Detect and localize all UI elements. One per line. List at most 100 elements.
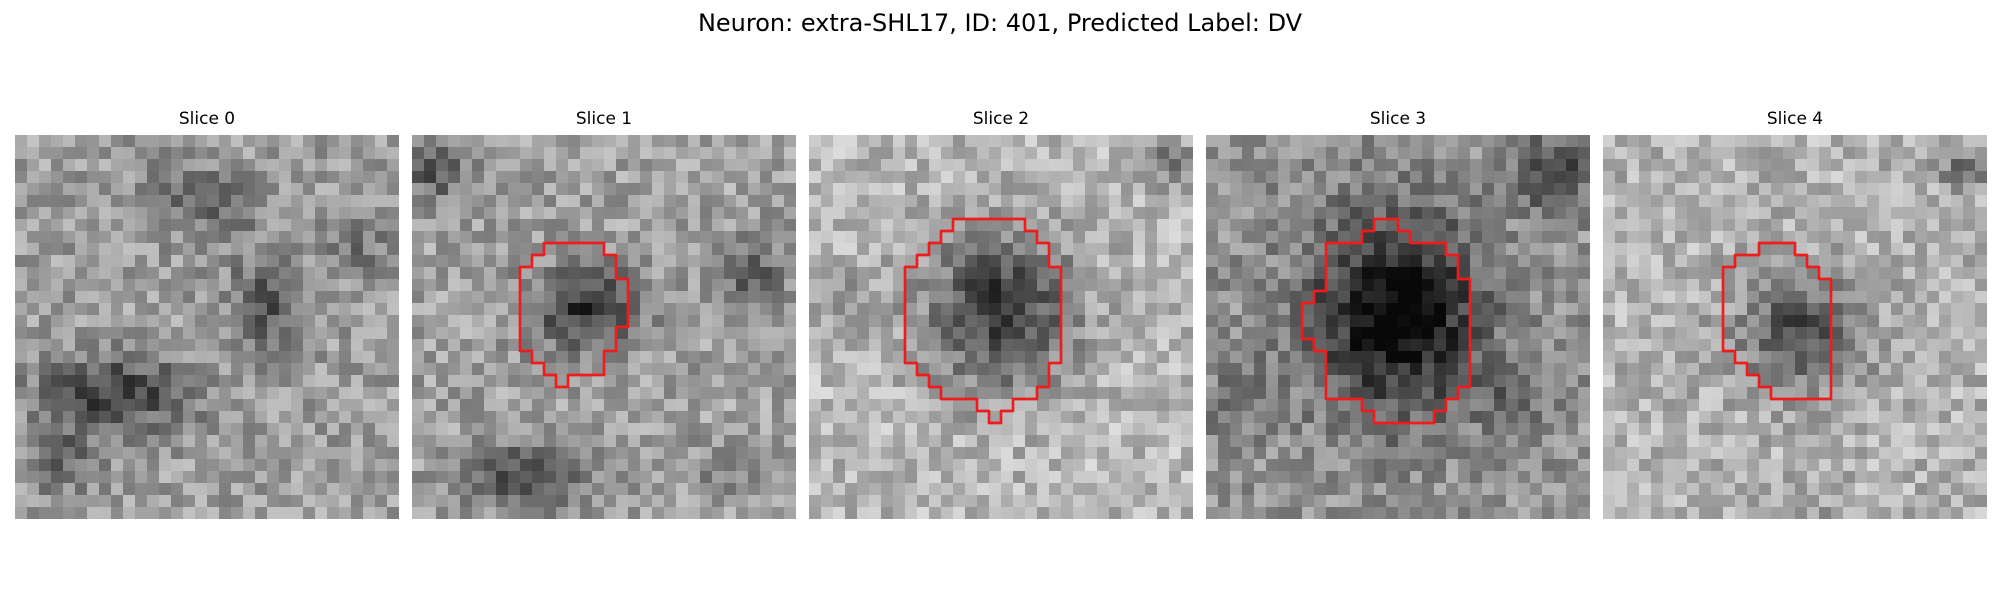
pixel [857,267,870,280]
pixel [1398,387,1411,400]
pixel [1302,255,1315,268]
pixel [869,147,882,160]
pixel [51,183,64,196]
pixel [1783,243,1796,256]
pixel [1578,507,1590,519]
pixel [736,159,749,172]
pixel [1109,375,1122,388]
pixel [1290,495,1303,508]
pixel [1037,231,1050,244]
pixel [1747,183,1760,196]
pixel [580,411,593,424]
pixel [460,291,473,304]
pixel [1350,507,1363,519]
pixel [1206,231,1219,244]
pixel [1013,495,1026,508]
pixel [1398,315,1411,328]
pixel [1037,399,1050,412]
pixel [1254,411,1267,424]
pixel [1687,447,1700,460]
pixel [1446,231,1459,244]
pixel [1867,267,1880,280]
pixel [255,375,268,388]
pixel [676,435,689,448]
pixel [953,207,966,220]
pixel [87,159,100,172]
pixel [436,279,449,292]
pixel [664,219,677,232]
pixel [1903,351,1916,364]
pixel [267,315,280,328]
pixel [472,339,485,352]
pixel [977,147,990,160]
pixel [375,459,388,472]
pixel [135,483,148,496]
pixel [496,339,509,352]
pixel [1169,483,1182,496]
pixel [1963,147,1976,160]
pixel [448,219,461,232]
pixel [881,399,894,412]
pixel [387,423,399,436]
pixel [496,447,509,460]
pixel [700,459,713,472]
pixel [496,279,509,292]
pixel [1518,447,1531,460]
pixel [303,339,316,352]
pixel [1133,267,1146,280]
pixel [1326,243,1339,256]
pixel [556,315,569,328]
pixel [556,159,569,172]
pixel [917,483,930,496]
pixel [63,147,76,160]
pixel [1386,363,1399,376]
pixel [1603,183,1616,196]
pixel [1446,195,1459,208]
pixel [784,495,796,508]
pixel [147,231,160,244]
pixel [1891,231,1904,244]
pixel [1073,243,1086,256]
pixel [1819,243,1832,256]
pixel [1494,507,1507,519]
pixel [1915,315,1928,328]
pixel [1386,219,1399,232]
pixel [1338,483,1351,496]
pixel [1615,423,1628,436]
pixel [1747,195,1760,208]
pixel [1795,255,1808,268]
pixel [171,171,184,184]
pixel [147,375,160,388]
pixel [869,195,882,208]
pixel [231,219,244,232]
pixel [243,423,256,436]
pixel [159,243,172,256]
pixel [1903,207,1916,220]
pixel [75,303,88,316]
pixel [15,147,28,160]
pixel [1687,315,1700,328]
pixel [1181,255,1193,268]
pixel [1506,315,1519,328]
pixel [1711,351,1724,364]
pixel [1422,171,1435,184]
pixel [1314,411,1327,424]
pixel [1085,507,1098,519]
pixel [1025,495,1038,508]
pixel [51,159,64,172]
pixel [1963,375,1976,388]
pixel [1109,339,1122,352]
pixel [1891,135,1904,148]
pixel [941,435,954,448]
pixel [267,507,280,519]
pixel [1566,483,1579,496]
pixel [1903,195,1916,208]
pixel [375,291,388,304]
pixel [1711,195,1724,208]
pixel [688,171,701,184]
pixel [664,375,677,388]
pixel [424,183,437,196]
pixel [1506,207,1519,220]
pixel [712,483,725,496]
pixel [1073,135,1086,148]
